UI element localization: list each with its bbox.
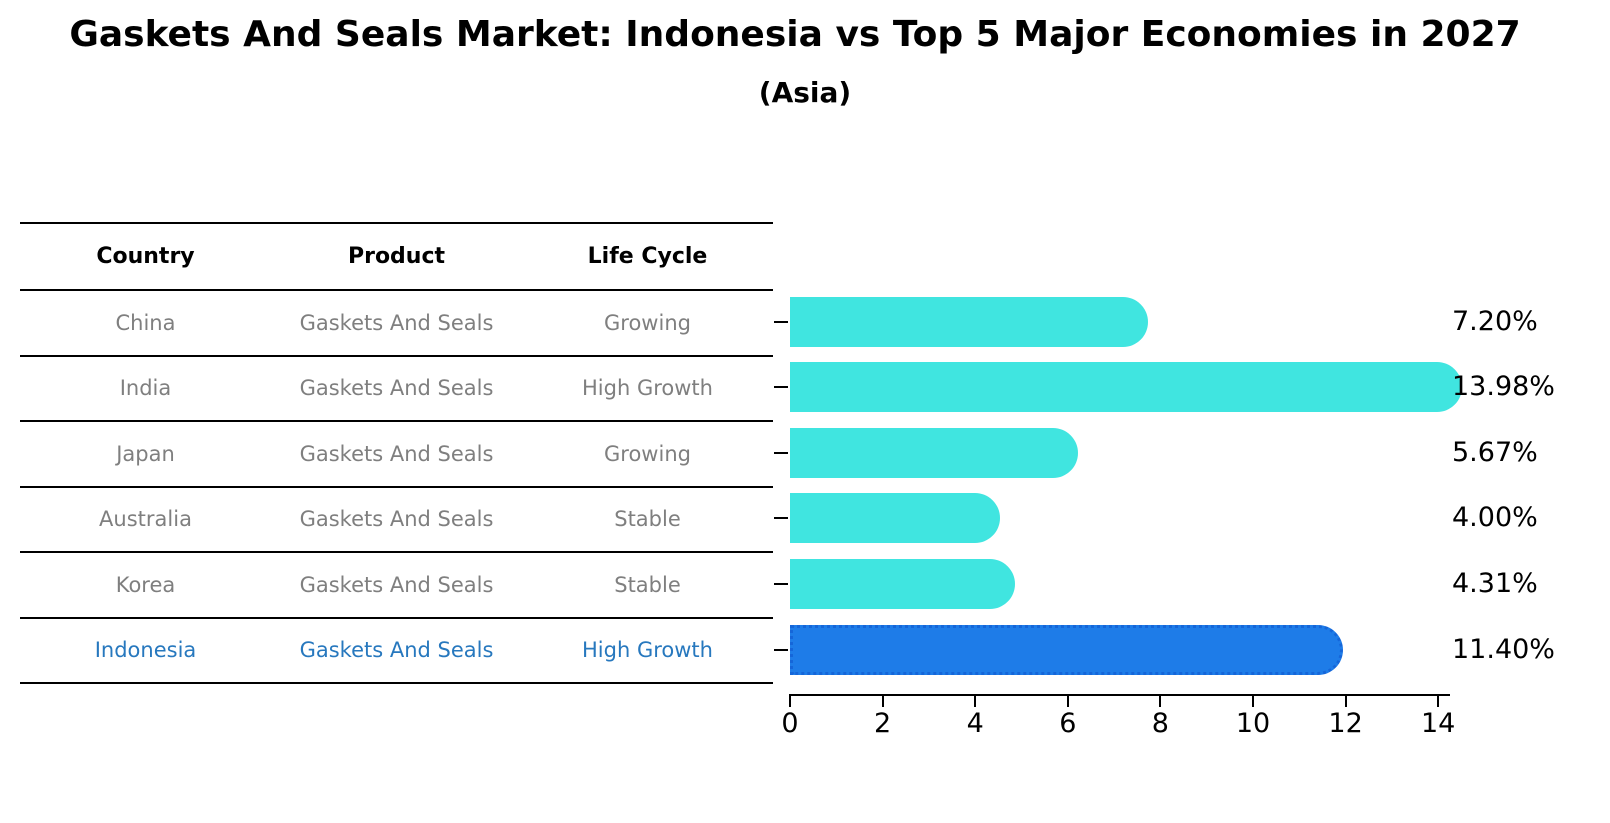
cell-product: Gaskets And Seals [299, 507, 494, 532]
cell-life-cycle: Growing [604, 310, 691, 335]
cell-country: Korea [115, 572, 176, 597]
value-label: 4.31% [1452, 568, 1538, 599]
cell-country: Indonesia [94, 638, 197, 663]
cell-country: Japan [116, 441, 175, 466]
x-tick-mark [1344, 696, 1347, 707]
value-label: 4.00% [1452, 502, 1538, 533]
x-tick-label: 10 [1235, 708, 1271, 739]
x-tick-label: 14 [1421, 708, 1456, 739]
x-tick-mark [789, 696, 791, 707]
table-row-australia: Australia Gaskets And Seals Stable [20, 488, 773, 553]
cell-life-cycle: Growing [604, 441, 691, 466]
x-tick-mark [1159, 696, 1162, 707]
x-tick-label: 4 [966, 708, 984, 739]
cell-country: Australia [99, 507, 192, 532]
x-tick-label: 12 [1328, 708, 1363, 739]
x-tick-mark [881, 696, 884, 707]
x-axis-line [789, 694, 1450, 696]
value-label: 5.67% [1452, 437, 1538, 468]
cell-life-cycle: High Growth [582, 376, 713, 401]
bar-india [790, 362, 1463, 412]
cell-product: Gaskets And Seals [299, 638, 494, 663]
x-tick-mark [1252, 696, 1254, 707]
value-label: 13.98% [1452, 371, 1555, 402]
cell-product: Gaskets And Seals [299, 441, 494, 466]
cell-country: China [115, 310, 176, 335]
x-tick-label: 0 [781, 708, 799, 739]
bar-korea [790, 559, 1015, 609]
x-tick-mark [974, 696, 977, 707]
bar-australia [790, 493, 1001, 543]
y-tick [774, 649, 788, 651]
table-row-india: India Gaskets And Seals High Growth [20, 357, 773, 422]
bar-japan [790, 428, 1078, 478]
cell-country: India [119, 376, 172, 401]
cell-life-cycle: High Growth [582, 638, 713, 663]
y-tick [774, 321, 788, 323]
y-tick [774, 517, 788, 519]
table-row-china: China Gaskets And Seals Growing [20, 291, 773, 357]
cell-product: Gaskets And Seals [299, 376, 494, 401]
cell-life-cycle: Stable [614, 572, 681, 597]
x-tick-label: 6 [1059, 708, 1077, 739]
table-row-japan: Japan Gaskets And Seals Growing [20, 422, 773, 488]
cell-product: Gaskets And Seals [299, 572, 494, 597]
table-row-indonesia: Indonesia Gaskets And Seals High Growth [20, 619, 773, 684]
table-row-korea: Korea Gaskets And Seals Stable [20, 553, 773, 619]
y-tick [774, 386, 788, 388]
bar-china [790, 297, 1149, 347]
column-header-product: Product [347, 244, 446, 269]
bar-indonesia [790, 625, 1343, 675]
column-header-life-cycle: Life Cycle [587, 244, 708, 269]
page-subtitle: (Asia) [758, 76, 852, 109]
y-tick [774, 583, 788, 585]
page-title: Gaskets And Seals Market: Indonesia vs T… [69, 14, 1521, 55]
value-label: 7.20% [1452, 306, 1538, 337]
x-tick-mark [1066, 696, 1069, 707]
y-tick [774, 452, 788, 454]
x-tick-label: 8 [1151, 708, 1169, 739]
cell-product: Gaskets And Seals [299, 310, 494, 335]
value-label: 11.40% [1452, 634, 1555, 665]
x-tick-label: 2 [874, 708, 892, 739]
cell-life-cycle: Stable [614, 507, 681, 532]
country-table: Country Product Life Cycle China Gaskets… [20, 222, 773, 684]
table-header-row: Country Product Life Cycle [20, 224, 773, 291]
x-tick-mark [1437, 696, 1440, 707]
column-header-country: Country [96, 244, 195, 269]
